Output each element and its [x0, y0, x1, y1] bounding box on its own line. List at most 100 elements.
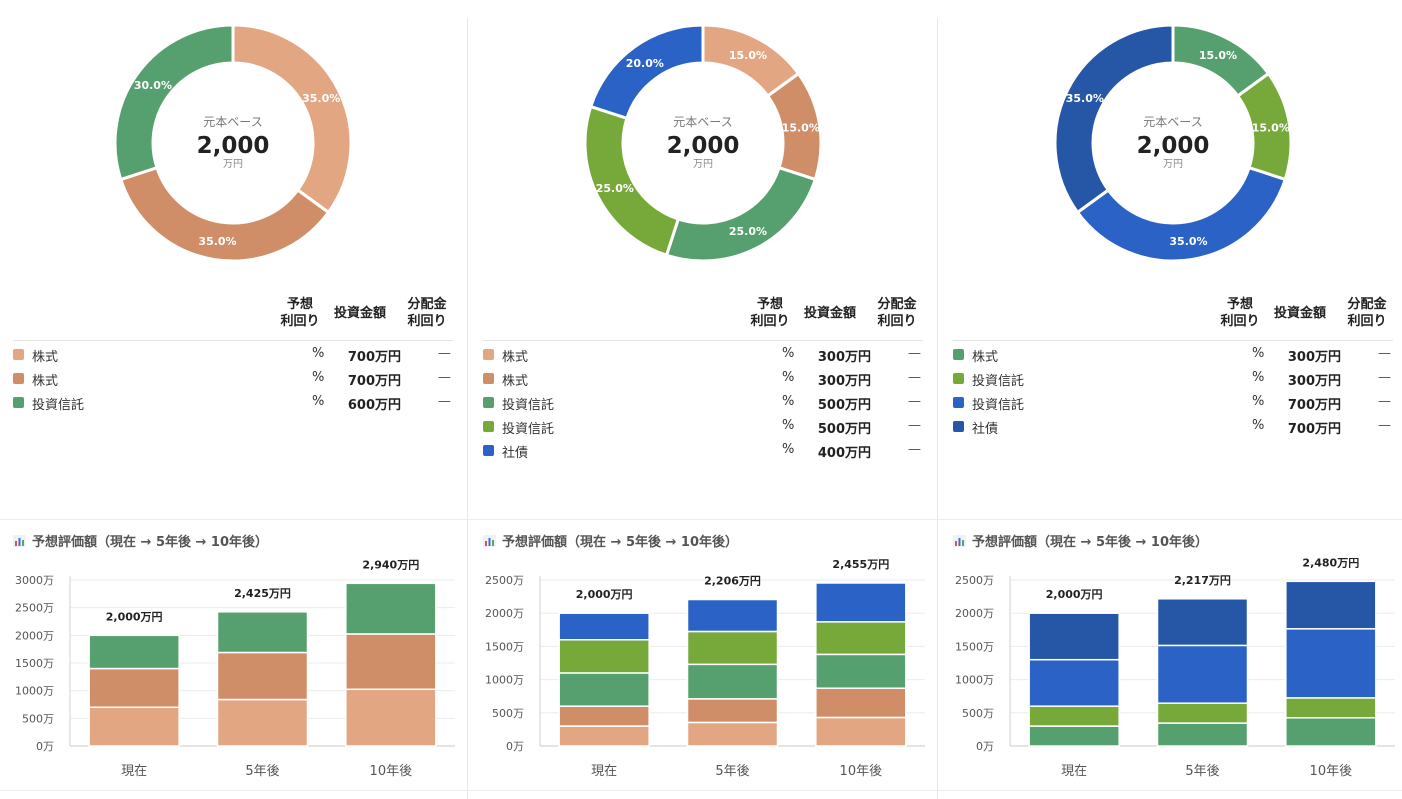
- y-tick-label: 2000万: [955, 607, 994, 620]
- section-divider: [0, 519, 1402, 520]
- bar-segment: [1028, 705, 1120, 727]
- x-tick-label: 10年後: [840, 764, 883, 779]
- table-header: 予想 利回り 投資金額 分配金 利回り: [940, 296, 1402, 336]
- donut-center: 元本ベース 2,000 万円: [163, 113, 303, 171]
- bar-total-label: 2,206万円: [704, 575, 761, 588]
- holding-amount: 700万円: [347, 374, 401, 389]
- slice-label: 25.0%: [729, 225, 767, 238]
- bar-segment: [1285, 717, 1377, 747]
- column-divider: [937, 18, 938, 799]
- y-tick-label: 0万: [36, 740, 54, 753]
- x-tick-label: 現在: [1061, 764, 1087, 779]
- color-swatch: [483, 421, 494, 432]
- bar-segment: [558, 705, 650, 727]
- header-yield: 予想 利回り: [1220, 297, 1260, 329]
- bar-segment: [815, 716, 907, 747]
- holding-row: 社債 % 700万円 —: [953, 415, 1393, 439]
- donut-chart: 35.0% 35.0% 30.0%: [113, 23, 353, 263]
- holding-row: 株式 % 700万円 —: [13, 343, 453, 367]
- holding-dividend: —: [1378, 370, 1391, 385]
- color-swatch: [953, 373, 964, 384]
- center-value: 2,000: [666, 133, 740, 159]
- holding-amount: 700万円: [1287, 398, 1341, 413]
- holding-dividend: —: [1378, 418, 1391, 433]
- table-header: 予想 利回り 投資金額 分配金 利回り: [0, 296, 467, 336]
- color-swatch: [483, 373, 494, 384]
- table-divider: [953, 340, 1393, 341]
- center-value: 2,000: [1136, 133, 1210, 159]
- color-swatch: [483, 349, 494, 360]
- holding-yield: %: [1252, 418, 1265, 433]
- column-divider: [467, 18, 468, 799]
- projection-title: 予想評価額（現在 → 5年後 → 10年後）: [953, 531, 1208, 550]
- bar-chart-icon: [483, 535, 496, 547]
- x-tick-label: 10年後: [1310, 764, 1353, 779]
- slice-label: 35.0%: [1066, 92, 1104, 105]
- donut-slice: [113, 23, 235, 182]
- holding-name: 株式: [32, 374, 59, 389]
- holding-dividend: —: [438, 346, 451, 361]
- bar-segment: [558, 672, 650, 707]
- y-tick-label: 1500万: [15, 657, 54, 670]
- slice-label: 15.0%: [1252, 122, 1290, 135]
- holding-name: 投資信託: [502, 398, 555, 413]
- header-dividend: 分配金 利回り: [877, 297, 917, 329]
- bar-total-label: 2,000万円: [576, 588, 633, 601]
- donut-slice: [1075, 165, 1288, 263]
- color-swatch: [13, 397, 24, 408]
- y-tick-label: 0万: [976, 740, 994, 753]
- holding-yield: %: [312, 394, 325, 409]
- header-yield: 予想 利回り: [280, 297, 320, 329]
- holding-row: 株式 % 300万円 —: [953, 343, 1393, 367]
- bar-total-label: 2,480万円: [1302, 558, 1359, 569]
- x-tick-label: 現在: [591, 764, 617, 779]
- bar-segment: [686, 721, 779, 747]
- holding-amount: 400万円: [817, 446, 871, 461]
- holding-yield: %: [782, 346, 795, 361]
- bar-segment: [815, 582, 907, 623]
- bar-segment: [345, 582, 437, 635]
- center-unit: 万円: [1163, 159, 1183, 170]
- holding-yield: %: [782, 418, 795, 433]
- bar-chart-icon: [13, 535, 26, 547]
- y-tick-label: 1500万: [485, 640, 524, 653]
- center-label: 元本ベース: [673, 115, 733, 129]
- bar-total-label: 2,425万円: [234, 587, 291, 600]
- holding-amount: 300万円: [1287, 374, 1341, 389]
- holding-yield: %: [312, 346, 325, 361]
- x-tick-label: 10年後: [370, 764, 413, 779]
- header-yield: 予想 利回り: [750, 297, 790, 329]
- holding-dividend: —: [908, 418, 921, 433]
- holding-amount: 300万円: [817, 374, 871, 389]
- section-divider: [0, 790, 1402, 791]
- x-tick-label: 現在: [121, 764, 147, 779]
- center-label: 元本ベース: [203, 115, 263, 129]
- holding-amount: 500万円: [817, 398, 871, 413]
- holding-row: 投資信託 % 500万円 —: [483, 391, 923, 415]
- bar-segment: [1156, 722, 1249, 747]
- bar-segment: [558, 725, 650, 747]
- bar-total-label: 2,000万円: [106, 610, 163, 623]
- bar-segment: [686, 630, 779, 666]
- holding-row: 投資信託 % 500万円 —: [483, 415, 923, 439]
- center-unit: 万円: [223, 159, 243, 170]
- y-tick-label: 2500万: [15, 602, 54, 615]
- bar-total-label: 2,940万円: [362, 558, 419, 571]
- bar-segment: [815, 687, 907, 719]
- holding-name: 投資信託: [972, 374, 1025, 389]
- table-divider: [483, 340, 923, 341]
- slice-label: 35.0%: [302, 92, 340, 105]
- y-tick-label: 500万: [22, 712, 54, 725]
- table-header: 予想 利回り 投資金額 分配金 利回り: [470, 296, 937, 336]
- bar-segment: [345, 633, 437, 691]
- portfolio-column-1: 35.0% 35.0% 30.0% 元本ベース 2,000 万円 予想 利回り 投資金…: [0, 0, 467, 799]
- holding-yield: %: [312, 370, 325, 385]
- bar-segment: [1156, 598, 1249, 647]
- bar-segment: [88, 667, 180, 709]
- donut-slice: [231, 23, 353, 215]
- slice-label: 20.0%: [626, 57, 664, 70]
- portfolio-column-3: 15.0% 15.0% 35.0% 35.0% 元本ベース 2,000 万円 予想 利回…: [940, 0, 1402, 799]
- bar-segment: [686, 663, 779, 700]
- color-swatch: [953, 397, 964, 408]
- donut-center: 元本ベース 2,000 万円: [633, 113, 773, 171]
